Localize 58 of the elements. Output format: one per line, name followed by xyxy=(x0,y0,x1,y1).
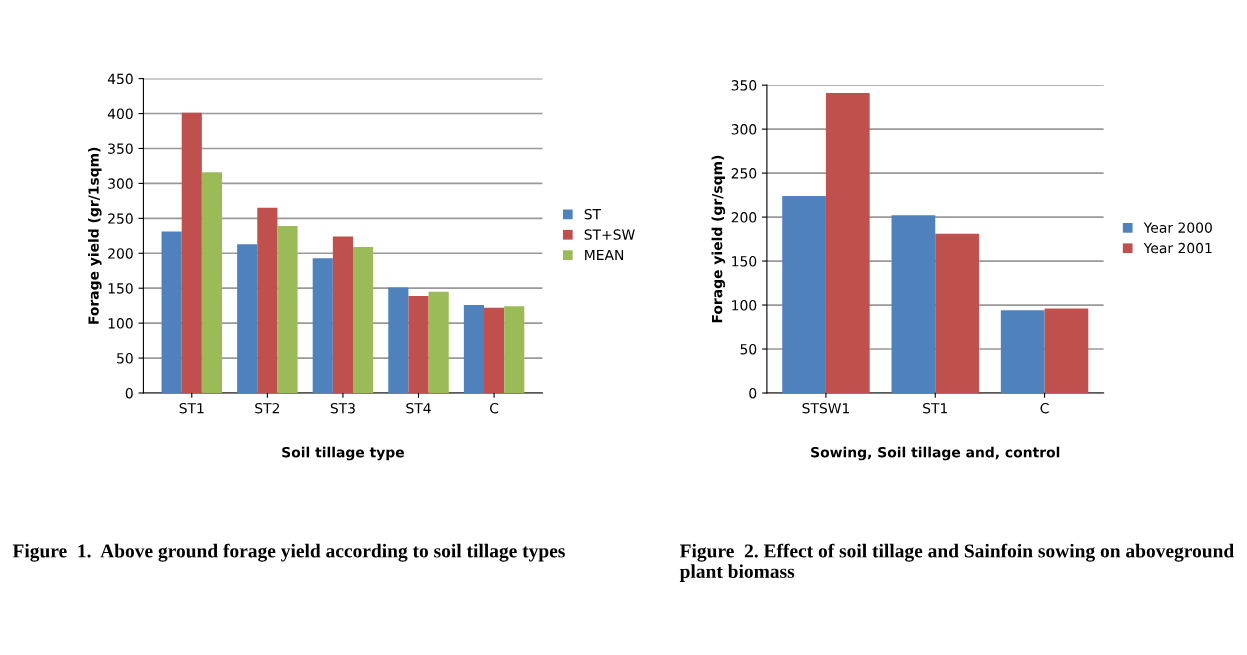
x-tick-label: ST4 xyxy=(406,402,431,414)
bar xyxy=(237,244,258,393)
y-tick-label: 300 xyxy=(731,124,757,135)
y-tick-label: 250 xyxy=(108,213,133,224)
bar xyxy=(825,93,870,393)
bar xyxy=(1044,308,1089,393)
bar xyxy=(181,112,202,393)
bar xyxy=(935,233,979,393)
caption: Figure 2. Effect of soil tillage and Sainfoin sowing on aboveground plant biomass xyxy=(679,543,1234,582)
y-tick-label: 250 xyxy=(731,168,757,179)
y-axis-title: Forage yield (gr/sqm) xyxy=(711,155,726,323)
x-tick-label: ST3 xyxy=(330,402,355,414)
legend-label: Year 2000 xyxy=(1143,222,1212,233)
bar xyxy=(782,195,826,393)
bar xyxy=(891,215,936,393)
caption: Figure 1. Above ground forage yield according to soil tillage types xyxy=(12,543,565,562)
y-tick-label: 150 xyxy=(108,283,133,294)
x-tick-label: ST2 xyxy=(255,402,280,414)
y-tick-label: 100 xyxy=(732,300,757,311)
bar xyxy=(161,231,182,393)
x-axis-title: Sowing, Soil tillage and, control xyxy=(811,446,1060,461)
y-tick-label: 0 xyxy=(125,387,133,399)
legend-label: MEAN xyxy=(585,249,624,261)
bar xyxy=(463,304,484,393)
y-tick-label: 350 xyxy=(731,80,757,91)
bar xyxy=(332,236,353,393)
bar xyxy=(484,307,505,393)
y-tick-label: 400 xyxy=(107,108,133,120)
legend-label: ST+SW xyxy=(584,229,635,240)
bar xyxy=(504,306,525,393)
y-tick-label: 350 xyxy=(108,143,133,154)
x-tick-label: ST1 xyxy=(179,402,204,414)
x-axis-title: Soil tillage type xyxy=(282,446,404,461)
y-tick-label: 50 xyxy=(117,353,133,364)
bar xyxy=(388,287,409,393)
y-tick-label: 200 xyxy=(731,212,757,223)
y-tick-label: 450 xyxy=(107,73,133,85)
bar xyxy=(1000,310,1045,393)
legend-label: ST xyxy=(584,208,602,220)
bar xyxy=(312,258,333,393)
x-tick-label: C xyxy=(490,402,499,414)
legend-label: Year 2001 xyxy=(1143,242,1212,254)
bar xyxy=(257,207,278,393)
bar xyxy=(277,226,298,393)
y-tick-label: 0 xyxy=(749,387,757,399)
y-tick-label: 150 xyxy=(732,256,757,267)
x-tick-label: STSW1 xyxy=(802,402,849,414)
x-tick-label: C xyxy=(1040,402,1049,414)
x-tick-label: ST1 xyxy=(923,402,948,414)
bar xyxy=(353,246,374,393)
y-tick-label: 300 xyxy=(108,178,133,189)
y-tick-label: 200 xyxy=(108,248,133,259)
y-axis-title: Forage yield (gr/1sqm) xyxy=(88,147,102,324)
bar xyxy=(201,172,222,393)
bar xyxy=(428,291,449,393)
y-tick-label: 50 xyxy=(740,343,757,355)
y-tick-label: 100 xyxy=(108,318,133,329)
bar xyxy=(408,295,429,393)
